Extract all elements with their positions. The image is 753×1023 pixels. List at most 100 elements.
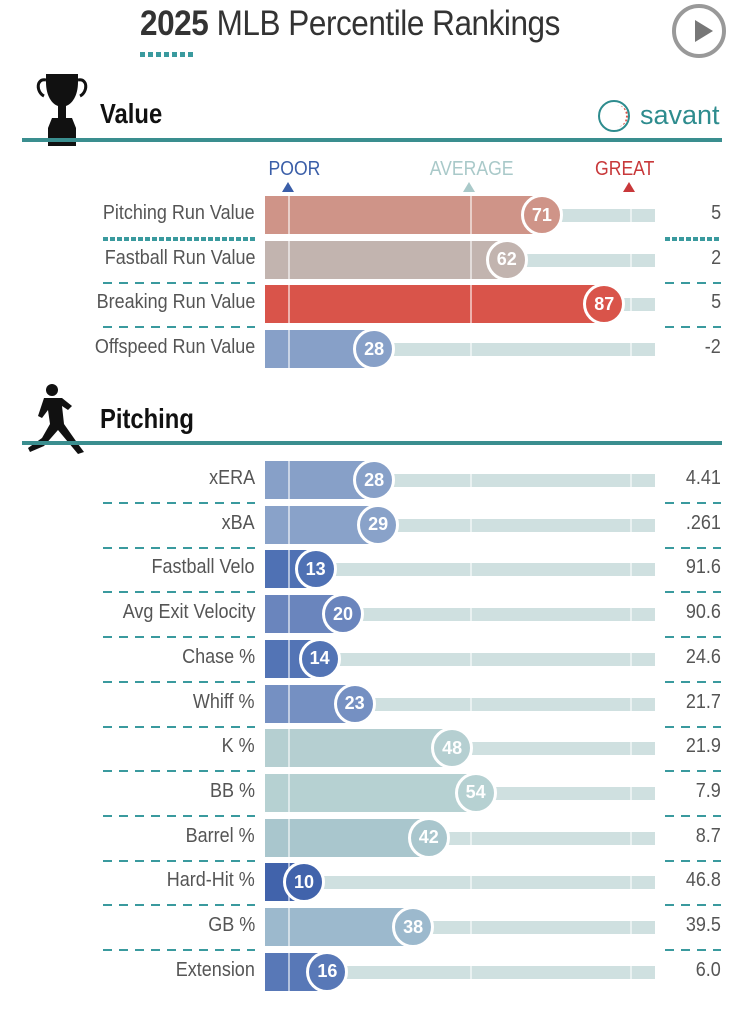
percentile-badge: 48	[431, 727, 474, 770]
percentile-badge: 28	[353, 459, 396, 501]
row-separator	[665, 770, 721, 773]
reference-line	[288, 729, 290, 768]
reference-line	[630, 595, 632, 634]
reference-line	[630, 729, 632, 768]
percentile-track	[327, 965, 655, 979]
row-separator	[103, 636, 255, 639]
reference-line	[630, 285, 632, 324]
row-separator	[103, 546, 255, 549]
reference-line	[470, 818, 472, 857]
percentile-track	[428, 831, 655, 845]
trophy-icon	[36, 74, 88, 146]
metric-value: 6.0	[695, 958, 721, 981]
row-separator	[665, 680, 721, 683]
metric-value: 21.9	[685, 735, 721, 758]
percentile-badge: 13	[294, 548, 337, 591]
title-underline	[140, 52, 194, 57]
percentile-badge: 71	[520, 194, 563, 236]
metric-label: Chase %	[181, 645, 255, 668]
row-separator	[665, 904, 721, 907]
reference-line	[630, 908, 632, 946]
average-marker-icon	[463, 182, 475, 192]
metric-value: 21.7	[685, 690, 721, 713]
section-divider	[22, 441, 722, 445]
percentile-track	[413, 921, 655, 934]
metric-value: 91.6	[685, 556, 721, 579]
reference-line	[288, 461, 290, 499]
percentile-badge: 28	[353, 328, 396, 371]
metric-label: Offspeed Run Value	[94, 336, 255, 359]
reference-line	[630, 550, 632, 589]
section-divider	[22, 138, 722, 142]
reference-line	[288, 196, 290, 234]
metric-value: 5	[710, 291, 721, 314]
reference-line	[470, 285, 472, 324]
metric-value: 2	[710, 246, 721, 269]
row-separator	[103, 814, 255, 817]
reference-line	[288, 818, 290, 857]
percentile-bar	[265, 285, 605, 324]
percentile-badge: 38	[392, 906, 435, 948]
metric-label: Pitching Run Value	[103, 202, 255, 224]
metric-label: Avg Exit Velocity	[122, 601, 255, 624]
metric-label: BB %	[209, 779, 255, 802]
metric-value: 8.7	[695, 824, 721, 847]
reference-line	[630, 505, 632, 544]
reference-line	[288, 330, 290, 369]
percentile-track	[343, 608, 655, 622]
percentile-track	[475, 786, 655, 800]
reference-line	[630, 773, 632, 812]
row-separator	[665, 814, 721, 817]
section-title-value: Value	[100, 98, 163, 129]
percentile-track	[319, 652, 655, 666]
row-separator	[665, 502, 721, 504]
metric-value: 5	[710, 202, 721, 224]
row-separator	[103, 725, 255, 728]
metric-label: K %	[221, 735, 255, 758]
metric-label: Extension	[175, 958, 255, 981]
savant-logo[interactable]: savant	[640, 100, 720, 130]
percentile-badge: 62	[485, 238, 528, 281]
baseball-logo-icon	[598, 100, 630, 132]
poor-marker-icon	[282, 182, 294, 192]
reference-line	[470, 863, 472, 902]
row-separator	[103, 281, 255, 284]
reference-line	[470, 908, 472, 946]
metric-label: Fastball Run Value	[104, 246, 255, 269]
metric-value: 46.8	[685, 869, 721, 892]
metric-value: 4.41	[685, 467, 721, 489]
reference-line	[470, 639, 472, 678]
percentile-track	[452, 742, 655, 756]
reference-line	[470, 240, 472, 279]
row-separator	[103, 591, 255, 594]
percentile-track	[304, 876, 655, 890]
row-separator	[103, 502, 255, 504]
reference-line	[288, 908, 290, 946]
percentile-track	[506, 253, 655, 267]
row-separator	[665, 949, 721, 951]
row-separator	[665, 859, 721, 862]
percentile-badge: 23	[333, 682, 376, 725]
reference-line	[630, 330, 632, 369]
great-marker-icon	[623, 182, 635, 192]
percentile-badge: 42	[407, 816, 450, 859]
percentile-track	[541, 209, 655, 222]
percentile-track	[374, 343, 655, 357]
reference-line	[630, 240, 632, 279]
percentile-bar	[265, 196, 542, 234]
percentile-badge: 20	[322, 593, 364, 636]
row-separator	[103, 237, 255, 241]
reference-line	[288, 595, 290, 634]
percentile-badge: 54	[454, 771, 497, 814]
play-icon[interactable]	[672, 4, 726, 58]
metric-value: .261	[685, 511, 721, 534]
reference-line	[288, 240, 290, 279]
reference-line	[470, 952, 472, 991]
scale-poor: POOR	[268, 158, 321, 180]
metric-label: xBA	[221, 511, 255, 534]
scale-great: GREAT	[595, 158, 655, 180]
metric-value: 7.9	[695, 779, 721, 802]
percentile-track	[374, 474, 655, 487]
row-separator	[665, 636, 721, 639]
